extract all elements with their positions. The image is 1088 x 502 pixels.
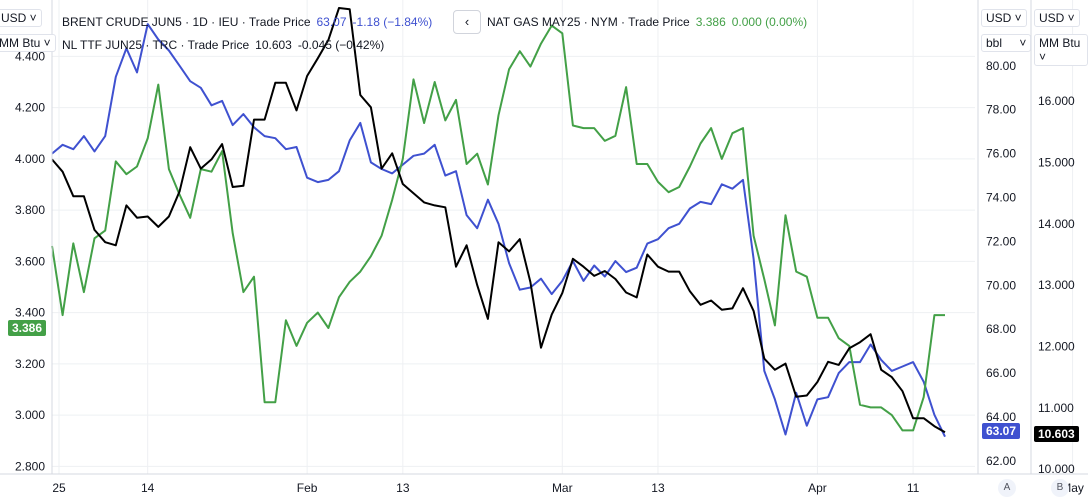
legend-natgas[interactable]: NAT GAS MAY25 · NYM · Trade Price 3.386 … <box>487 15 807 29</box>
legend-natgas-name: NAT GAS MAY25 · NYM · Trade Price <box>487 15 690 29</box>
legend-ttf[interactable]: NL TTF JUN25 · TRC · Trade Price 10.603 … <box>62 38 384 52</box>
brent-y-tick: 64.00 <box>986 410 1016 424</box>
natgas-y-tick: 4.200 <box>15 101 45 115</box>
natgas-y-tick: 2.800 <box>15 459 45 473</box>
ttf-y-tick: 13.000 <box>1038 278 1075 292</box>
x-tick-label: 14 <box>141 481 155 495</box>
brent-y-tick: 72.00 <box>986 234 1016 248</box>
right-scale-currency[interactable]: USD ˅ <box>1034 9 1080 27</box>
mid-scale-toggle-icon[interactable]: A <box>998 479 1016 497</box>
legend-brent-price: 63.07 <box>316 15 347 29</box>
brent-series-line[interactable] <box>51 23 946 438</box>
legend-brent[interactable]: BRENT CRUDE JUN5 · 1D · IEU · Trade Pric… <box>62 15 432 29</box>
ttf-y-tick: 16.000 <box>1038 94 1075 108</box>
brent-y-tick: 74.00 <box>986 191 1016 205</box>
natgas-y-tick: 3.000 <box>15 408 45 422</box>
right-scale-unit[interactable]: MM Btu ˅ <box>1034 34 1088 66</box>
brent-last-badge: 63.07 <box>982 423 1021 439</box>
natgas-y-tick: 4.400 <box>15 49 45 63</box>
mid-scale-currency[interactable]: USD ˅ <box>981 9 1027 27</box>
x-tick-label: Mar <box>552 481 573 495</box>
grid-lines <box>52 0 1074 474</box>
natgas-y-tick: 3.600 <box>15 254 45 268</box>
legend-ttf-price: 10.603 <box>255 38 292 52</box>
ttf-y-tick: 12.000 <box>1038 339 1075 353</box>
left-scale-unit[interactable]: MM Btu ˅ <box>0 34 56 52</box>
x-tick-label: 25 <box>52 481 66 495</box>
natgas-last-badge: 3.386 <box>8 320 47 336</box>
right-scale-toggle-icon[interactable]: B <box>1051 479 1069 497</box>
legend-ttf-change: -0.045 (−0.42%) <box>297 38 385 52</box>
legend-natgas-change: 0.000 (0.00%) <box>731 15 808 29</box>
brent-y-tick: 62.00 <box>986 454 1016 468</box>
x-tick-label: 11 <box>907 481 920 495</box>
series-lines <box>51 7 946 438</box>
ttf-series-line[interactable] <box>51 7 946 434</box>
ttf-y-tick: 15.000 <box>1038 155 1075 169</box>
brent-y-tick: 68.00 <box>986 322 1016 336</box>
legend-natgas-price: 3.386 <box>695 15 726 29</box>
brent-y-tick: 66.00 <box>986 366 1016 380</box>
brent-y-tick: 78.00 <box>986 103 1016 117</box>
brent-y-tick: 76.00 <box>986 147 1016 161</box>
ttf-last-badge: 10.603 <box>1034 426 1079 442</box>
brent-y-tick: 80.00 <box>986 59 1016 73</box>
brent-y-tick: 70.00 <box>986 278 1016 292</box>
ttf-y-tick: 11.000 <box>1038 401 1074 415</box>
natgas-series-line[interactable] <box>51 24 945 432</box>
ttf-y-tick: 10.000 <box>1038 462 1075 476</box>
mid-scale-unit[interactable]: bbl ˅ <box>981 34 1032 52</box>
natgas-y-tick: 4.000 <box>15 152 45 166</box>
natgas-y-tick: 3.200 <box>15 357 45 371</box>
x-tick-label: 13 <box>396 481 410 495</box>
x-tick-label: Feb <box>297 481 318 495</box>
legend-ttf-name: NL TTF JUN25 · TRC · Trade Price <box>62 38 250 52</box>
left-scale-currency[interactable]: USD ˅ <box>0 9 42 27</box>
natgas-y-tick: 3.800 <box>15 203 45 217</box>
natgas-y-tick: 3.400 <box>15 306 45 320</box>
x-tick-label: Apr <box>808 481 827 495</box>
ttf-y-tick: 14.000 <box>1038 217 1075 231</box>
legend-brent-change: -1.18 (−1.84%) <box>352 15 433 29</box>
chevron-left-icon[interactable]: ‹ <box>453 10 481 34</box>
legend-brent-name: BRENT CRUDE JUN5 · 1D · IEU · Trade Pric… <box>62 15 311 29</box>
x-tick-label: 13 <box>651 481 665 495</box>
